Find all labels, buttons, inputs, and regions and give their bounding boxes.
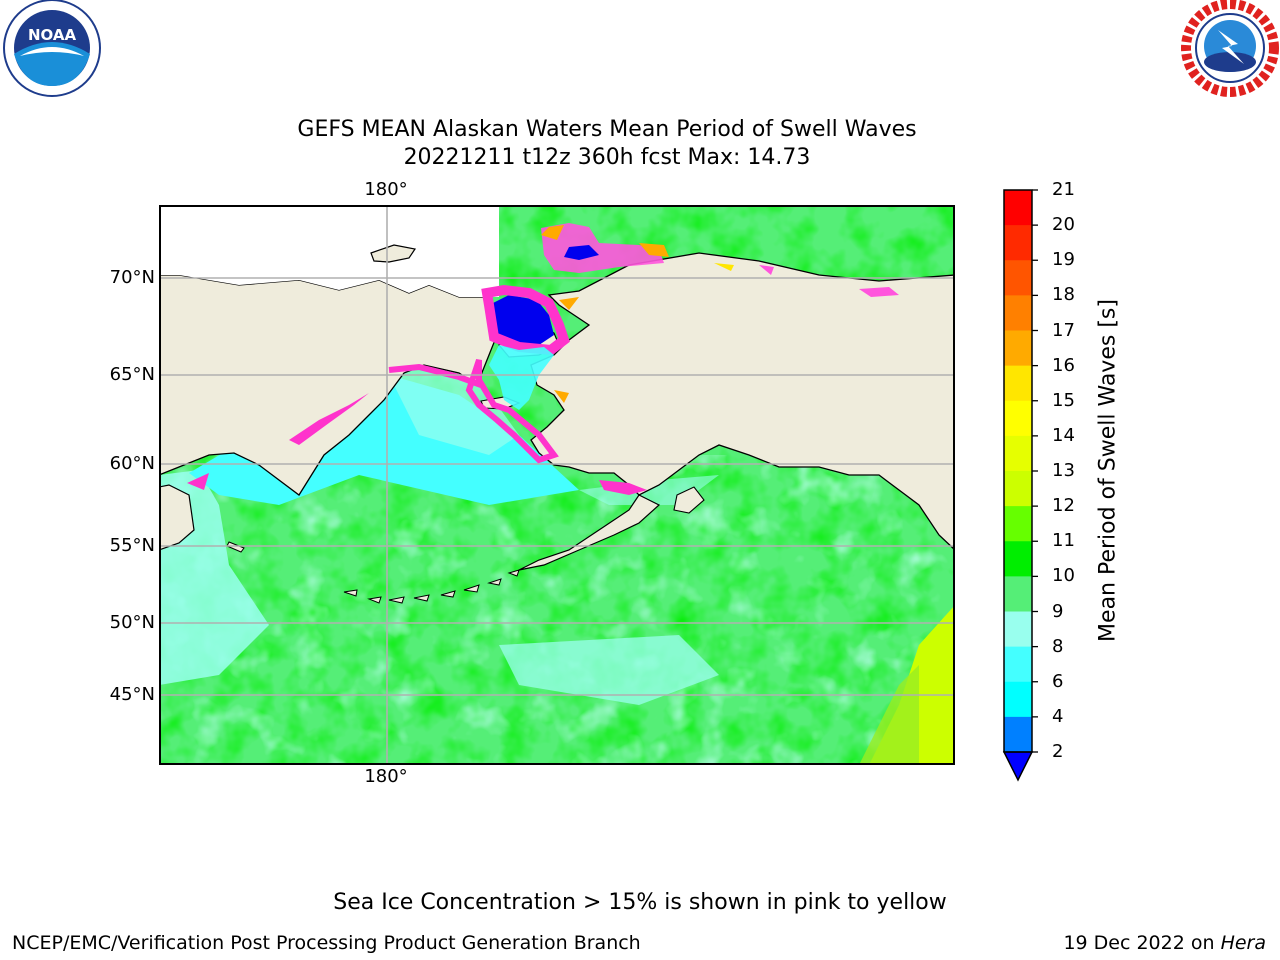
colorbar-swatch-13 [1004, 471, 1032, 507]
colorbar-swatch-16 [1004, 365, 1032, 402]
lat-label-65n: 65°N [109, 364, 155, 385]
colorbar-tick-17: 17 [1052, 319, 1075, 341]
colorbar-swatches [1002, 189, 1038, 782]
colorbar-swatch-19 [1004, 260, 1032, 296]
land-kodiak-island [673, 486, 705, 514]
colorbar-tick-18: 18 [1052, 284, 1075, 306]
map-title-line2: 20221211 t12z 360h fcst Max: 14.73 [403, 145, 811, 170]
footer-credit: NCEP/EMC/Verification Post Processing Pr… [12, 932, 641, 954]
colorbar-tick-4: 4 [1052, 705, 1064, 727]
map-title-line1: GEFS MEAN Alaskan Waters Mean Period of … [297, 117, 917, 142]
colorbar-swatch-21 [1004, 190, 1032, 226]
land-kamchatka [160, 484, 195, 551]
footer-date-text: 19 Dec 2022 on [1063, 932, 1221, 954]
land-wrangel-island [370, 244, 417, 263]
sea-ice-overlay [187, 223, 899, 495]
swell-period-map [159, 205, 955, 765]
colorbar-tick-19: 19 [1052, 249, 1075, 271]
colorbar-swatch-17 [1004, 330, 1032, 367]
colorbar-swatch-4 [1004, 716, 1032, 753]
lat-label-50n: 50°N [109, 612, 155, 633]
colorbar-tick-21: 21 [1052, 179, 1075, 200]
ocean-cyan-south [499, 635, 719, 705]
footer-host: Hera [1220, 932, 1266, 954]
colorbar-swatch-12 [1004, 506, 1032, 542]
footer-date: 19 Dec 2022 on Hera [1063, 932, 1266, 954]
lat-label-45n: 45°N [109, 684, 155, 705]
colorbar-tick-2: 2 [1052, 741, 1064, 762]
land-aleutian-islands [343, 569, 520, 604]
colorbar-swatch-10 [1004, 576, 1032, 612]
land-alaska-peninsula [518, 494, 661, 571]
lat-label-60n: 60°N [109, 453, 155, 474]
colorbar [1000, 186, 1040, 786]
colorbar-tick-12: 12 [1052, 495, 1075, 517]
colorbar-swatch-18 [1004, 295, 1032, 331]
colorbar-tick-8: 8 [1052, 635, 1064, 657]
colorbar-swatch-15 [1004, 400, 1032, 437]
colorbar-swatch-11 [1004, 541, 1032, 577]
lon-label-bottom: 180° [364, 766, 408, 787]
noaa-logo: NOAA [0, 0, 104, 100]
nws-logo [1178, 0, 1280, 98]
colorbar-tick-16: 16 [1052, 354, 1075, 376]
sea-ice-note: Sea Ice Concentration > 15% is shown in … [333, 890, 947, 915]
colorbar-swatch-9 [1004, 611, 1032, 648]
ocean-texture-cyan [160, 455, 954, 764]
colorbar-swatch-8 [1004, 646, 1032, 683]
map-graticule [160, 206, 954, 764]
colorbar-tick-13: 13 [1052, 460, 1075, 481]
colorbar-swatch-14 [1004, 435, 1032, 472]
noaa-logo-text: NOAA [28, 26, 77, 44]
lon-label-top: 180° [364, 179, 408, 200]
lat-label-70n: 70°N [109, 267, 155, 288]
colorbar-tick-10: 10 [1052, 565, 1075, 587]
map-panel [159, 205, 955, 765]
colorbar-swatch-6 [1004, 681, 1032, 718]
colorbar-tick-6: 6 [1052, 670, 1064, 692]
map-frame [159, 205, 955, 765]
colorbar-tick-20: 20 [1052, 214, 1075, 236]
colorbar-label: Mean Period of Swell Waves [s] [1095, 299, 1121, 642]
colorbar-tick-15: 15 [1052, 389, 1075, 411]
lat-label-55n: 55°N [109, 535, 155, 556]
colorbar-tick-9: 9 [1052, 600, 1064, 622]
colorbar-extend-arrow [1002, 751, 1034, 782]
colorbar-tick-14: 14 [1052, 424, 1075, 446]
colorbar-swatch-20 [1004, 225, 1032, 261]
colorbar-tick-11: 11 [1052, 530, 1075, 552]
